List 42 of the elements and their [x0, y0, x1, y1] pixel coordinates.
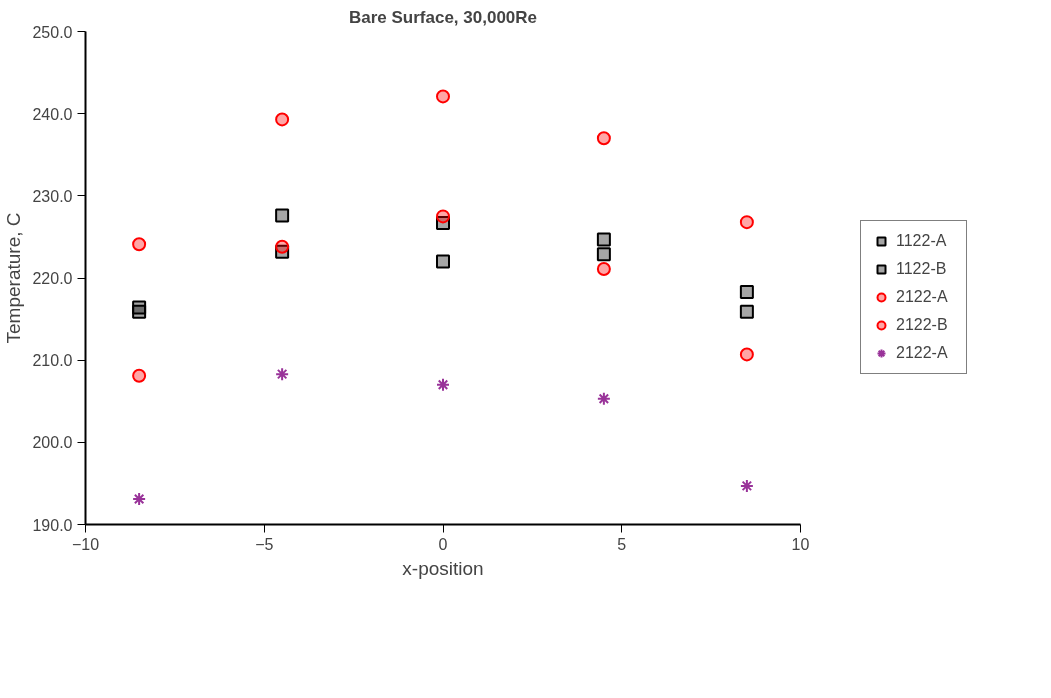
y-tick-label: 220.0 [32, 270, 73, 287]
y-tick-label: 190.0 [32, 516, 73, 534]
x-tick-label: 10 [791, 535, 810, 553]
point [132, 237, 147, 252]
point [436, 209, 450, 224]
point [739, 215, 754, 230]
point [275, 239, 290, 254]
point [739, 347, 754, 362]
point [596, 261, 611, 276]
point [132, 300, 147, 315]
x-tick-label: 0 [438, 535, 448, 553]
point [596, 131, 611, 146]
y-axis-title: Temperature, C [3, 212, 25, 344]
point [436, 377, 450, 392]
point [739, 304, 754, 319]
point [596, 391, 611, 406]
legend-label: 2122-A [896, 343, 949, 363]
y-tick-label: 240.0 [32, 105, 73, 123]
point [275, 367, 290, 382]
legend-label: 2122-A [896, 287, 949, 307]
y-tick-label: 200.0 [32, 434, 73, 452]
y-tick-label: 230.0 [32, 187, 73, 205]
point [275, 208, 290, 223]
point [739, 478, 754, 493]
y-tick-label: 210.0 [32, 352, 73, 370]
point [436, 89, 450, 104]
legend-label: 1122-B [896, 259, 948, 279]
chart-title: Bare Surface, 30,000Re [348, 7, 538, 27]
point [596, 247, 611, 262]
y-tick-label: 250.0 [32, 23, 73, 41]
point [275, 112, 290, 127]
x-tick-label: 5 [617, 535, 627, 553]
x-axis-title: x-position [402, 557, 484, 579]
legend-label: 1122-A [896, 231, 948, 251]
x-tick-label: −10 [71, 535, 100, 553]
point [132, 492, 147, 507]
legend-label: 2122-B [896, 315, 949, 335]
point [436, 254, 450, 269]
point [739, 284, 754, 299]
x-tick-label: −5 [255, 535, 274, 553]
point [596, 232, 611, 247]
point [132, 368, 147, 383]
